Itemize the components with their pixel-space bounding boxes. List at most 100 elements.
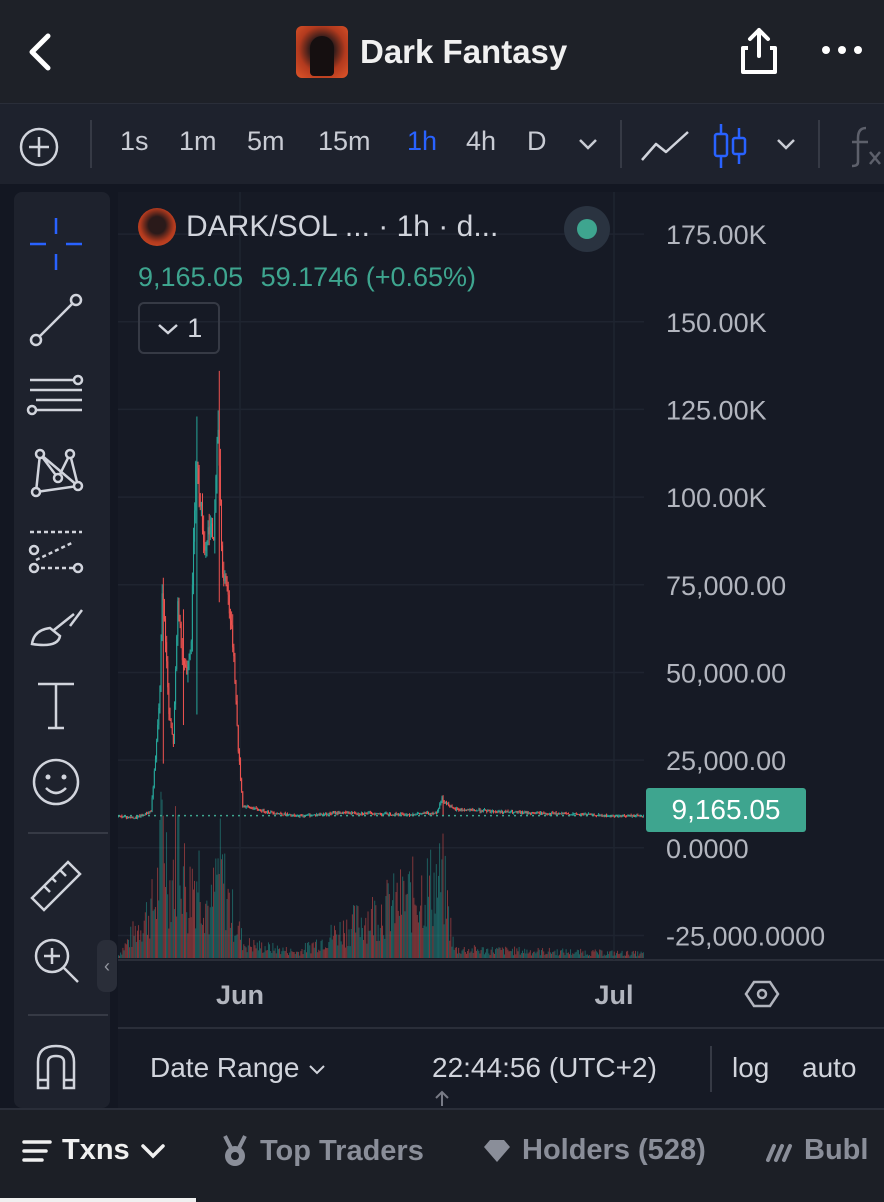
volume-bar	[318, 949, 320, 958]
volume-bar	[292, 952, 294, 958]
volume-bar	[375, 905, 377, 958]
indicators-fx-icon[interactable]	[846, 122, 884, 170]
candle-body	[485, 809, 487, 811]
volume-bar	[589, 955, 591, 958]
interval-1h[interactable]: 1h	[407, 126, 438, 156]
candle-body	[129, 816, 131, 819]
chart-panel[interactable]: 175.00K 150.00K 125.00K 100.00K 75,000.00 50,…	[118, 192, 884, 1108]
add-plus-icon[interactable]	[18, 126, 60, 168]
indicators-toggle-button[interactable]: 1	[138, 302, 220, 354]
candle-body	[301, 815, 303, 817]
emoji-icon[interactable]	[24, 750, 88, 814]
toolbar-divider	[620, 120, 622, 168]
interval-15m[interactable]: 15m	[318, 126, 371, 156]
volume-bar	[517, 951, 519, 958]
date-range-button[interactable]: Date Range	[150, 1052, 327, 1084]
candle-body	[468, 809, 470, 811]
volume-bar	[554, 950, 556, 958]
prediction-icon[interactable]	[24, 520, 88, 584]
interval-4h[interactable]: 4h	[466, 126, 497, 156]
settings-hexagon-icon[interactable]	[744, 980, 780, 1008]
candle-body	[172, 734, 174, 744]
tab-top-traders[interactable]: Top Traders	[220, 1134, 424, 1168]
candle-body	[404, 815, 406, 817]
volume-bar	[438, 875, 439, 958]
log-scale-toggle[interactable]: log	[732, 1052, 770, 1083]
candle-body	[350, 812, 352, 814]
volume-bar	[626, 951, 627, 958]
candle-body	[424, 812, 426, 814]
back-arrow-icon[interactable]	[22, 32, 62, 72]
candle-body	[379, 813, 381, 815]
candle-body	[226, 584, 228, 586]
clock-timezone[interactable]: 22:44:56 (UTC+2)	[432, 1052, 657, 1083]
interval-1m[interactable]: 1m	[179, 126, 217, 156]
price-chart[interactable]: 175.00K 150.00K 125.00K 100.00K 75,000.00 50,…	[118, 192, 884, 1030]
volume-bar	[576, 949, 578, 958]
candle-body	[280, 813, 282, 815]
candle-body	[233, 647, 235, 657]
candle-body	[128, 817, 130, 819]
candle-body	[478, 809, 480, 811]
volume-bar	[466, 953, 467, 958]
chart-type-dropdown-icon[interactable]	[774, 134, 798, 154]
interval-dropdown-icon[interactable]	[576, 134, 600, 154]
crosshair-icon[interactable]	[24, 212, 88, 276]
candle-body	[585, 813, 587, 815]
volume-bar	[154, 907, 156, 958]
fib-retracement-icon[interactable]	[24, 366, 88, 430]
volume-bar	[369, 930, 371, 958]
volume-bar	[507, 949, 509, 958]
volume-bar	[487, 948, 489, 958]
volume-bar	[604, 955, 606, 958]
volume-bar	[246, 952, 248, 958]
candle-body	[182, 660, 184, 662]
volume-bar	[147, 934, 148, 958]
candle-body	[408, 814, 410, 816]
candle-body	[236, 700, 238, 726]
y-tick-label: 100.00K	[666, 483, 767, 513]
candle-body	[570, 814, 572, 816]
tab-holders[interactable]: Holders (528)	[482, 1134, 706, 1167]
candle-body	[232, 625, 234, 648]
interval-5m[interactable]: 5m	[247, 126, 285, 156]
volume-bar	[389, 931, 391, 958]
line-chart-icon[interactable]	[640, 126, 690, 166]
more-options-icon[interactable]	[820, 40, 864, 60]
candle-body	[573, 813, 575, 815]
volume-bar	[639, 953, 641, 958]
interval-1s[interactable]: 1s	[120, 126, 149, 156]
collapse-tools-button[interactable]: ‹	[97, 940, 117, 992]
volume-bar	[421, 875, 423, 958]
volume-bar	[516, 948, 518, 958]
volume-bar	[187, 933, 189, 958]
volume-bar	[508, 951, 510, 958]
pattern-icon[interactable]	[24, 442, 88, 506]
resize-handle-icon[interactable]	[430, 1088, 454, 1132]
tab-txns[interactable]: Txns	[22, 1134, 166, 1167]
candle-body	[274, 813, 276, 815]
candle-body	[407, 814, 409, 816]
candle-body	[126, 817, 128, 819]
ruler-icon[interactable]	[24, 854, 88, 918]
candle-body	[410, 814, 412, 816]
candlestick-icon[interactable]	[712, 120, 748, 172]
trend-line-icon[interactable]	[24, 288, 88, 352]
tab-bubble[interactable]: Bubl	[764, 1134, 868, 1167]
magnet-icon[interactable]	[24, 1034, 88, 1098]
volume-bar	[186, 912, 188, 958]
auto-scale-toggle[interactable]: auto	[802, 1052, 857, 1083]
candle-body	[257, 809, 259, 811]
volume-bar	[290, 948, 292, 958]
brush-icon[interactable]	[24, 596, 88, 660]
text-tool-icon[interactable]	[24, 674, 88, 738]
share-icon[interactable]	[738, 26, 780, 76]
candle-body	[124, 816, 126, 818]
candle-body	[244, 805, 246, 807]
candle-body	[489, 810, 491, 812]
volume-bar	[393, 873, 395, 958]
volume-bar	[218, 873, 220, 958]
zoom-in-icon[interactable]	[24, 928, 88, 992]
interval-d[interactable]: D	[527, 126, 547, 156]
candle-body	[143, 814, 145, 816]
